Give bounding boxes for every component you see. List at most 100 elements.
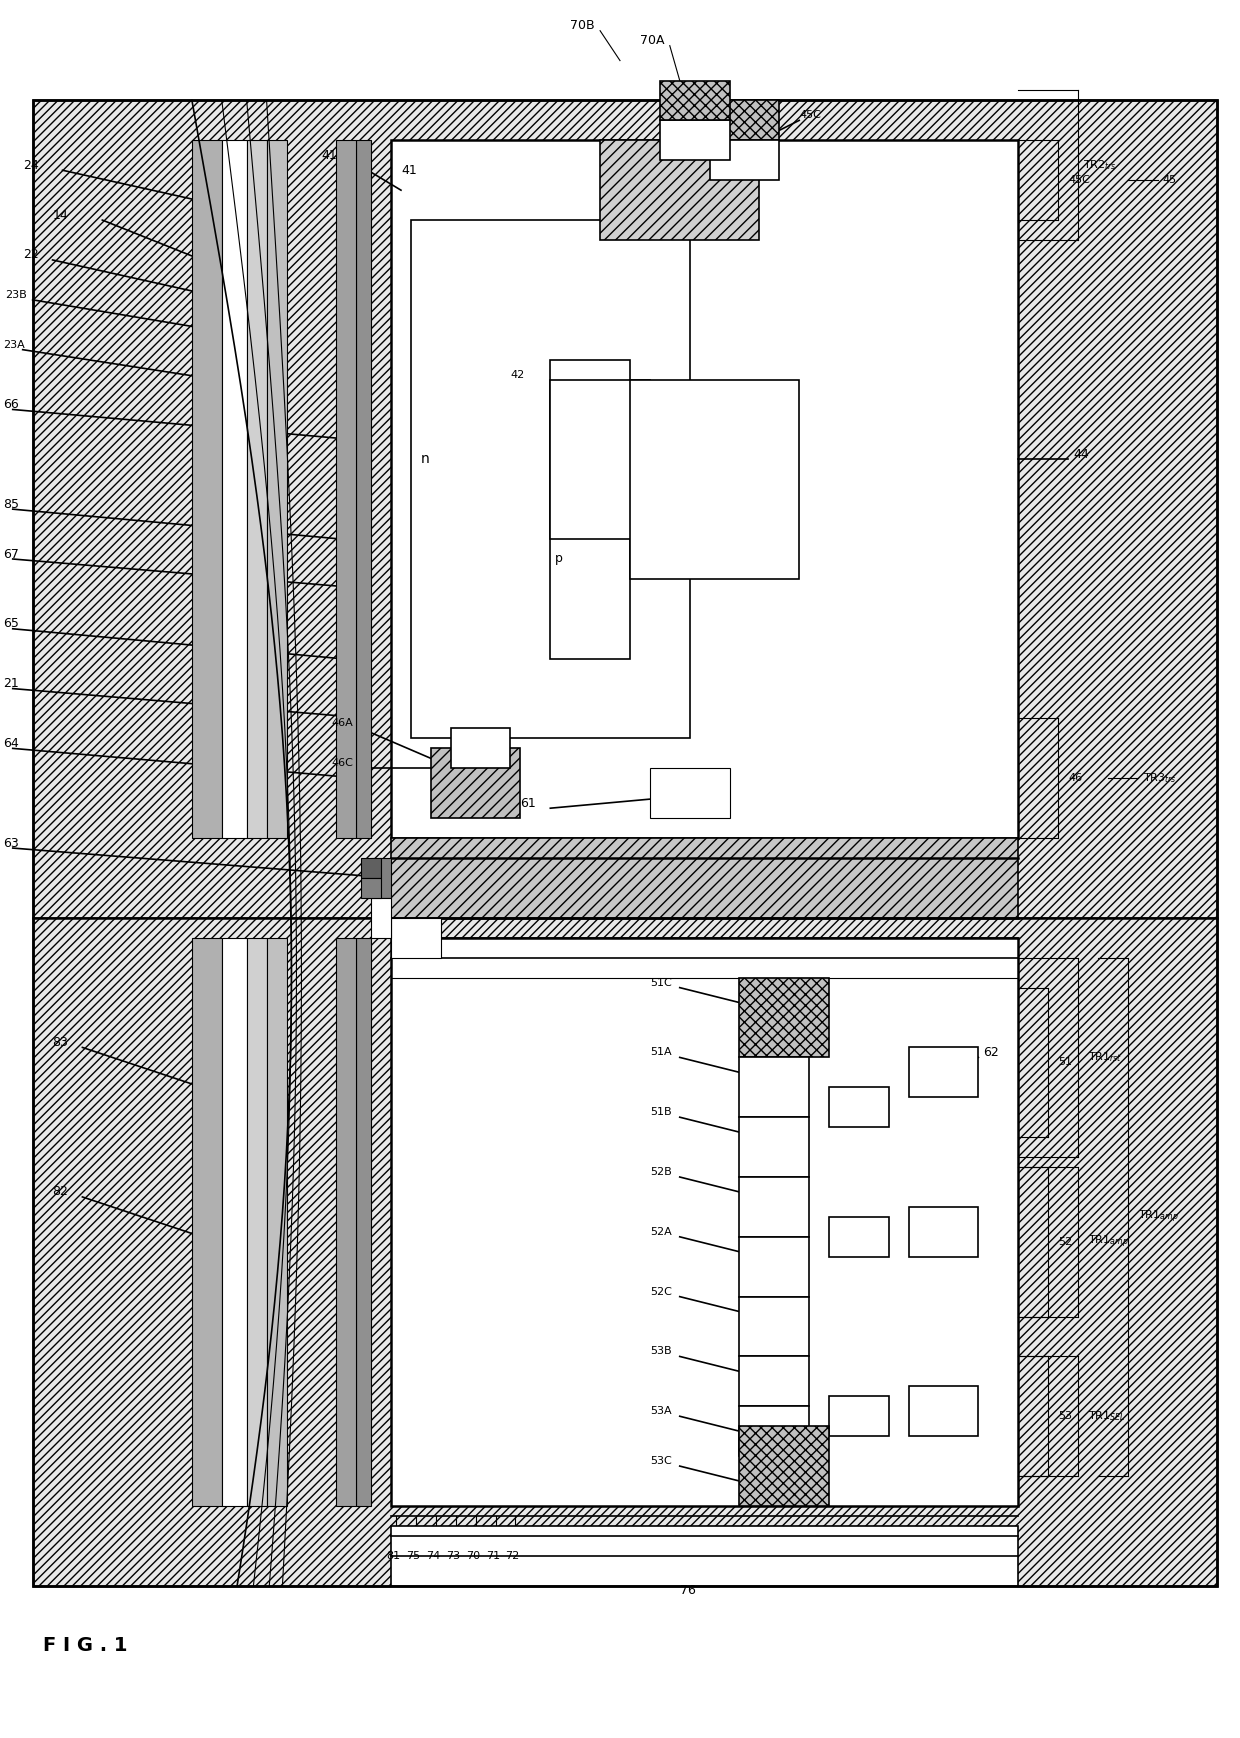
Text: 51: 51: [1058, 1057, 1073, 1067]
Text: 75: 75: [405, 1550, 420, 1561]
Text: p: p: [556, 553, 563, 565]
Text: 82: 82: [52, 1185, 68, 1199]
Text: 24: 24: [22, 158, 38, 172]
Text: TR1$_{rst}$: TR1$_{rst}$: [1087, 1050, 1122, 1064]
Text: 42: 42: [560, 395, 574, 405]
Text: +: +: [719, 155, 728, 165]
Text: 63: 63: [2, 836, 19, 850]
Text: 76: 76: [680, 1583, 696, 1597]
Text: 46: 46: [1068, 773, 1083, 784]
Text: TR1$_{amp}$: TR1$_{amp}$: [1137, 1208, 1178, 1225]
Text: 65: 65: [2, 617, 19, 631]
Bar: [32, 918, 1218, 1585]
Text: 51A: 51A: [650, 1048, 672, 1057]
Bar: [709, 101, 779, 141]
Text: 44: 44: [1073, 448, 1089, 461]
Bar: [391, 918, 440, 958]
Bar: [361, 859, 381, 878]
Bar: [739, 1356, 810, 1406]
Text: 51C: 51C: [650, 978, 672, 987]
Bar: [32, 101, 1218, 1585]
Text: 67: 67: [2, 547, 19, 561]
Bar: [600, 141, 759, 240]
Text: 22: 22: [22, 249, 38, 261]
Bar: [909, 1206, 978, 1257]
Text: p$^+$: p$^+$: [560, 431, 577, 448]
Text: 81: 81: [386, 1550, 401, 1561]
Text: n$^+$: n$^+$: [749, 1081, 765, 1093]
Text: 70: 70: [466, 1550, 480, 1561]
Text: +: +: [839, 1102, 847, 1112]
Bar: [709, 141, 779, 181]
Bar: [222, 141, 247, 838]
Bar: [650, 768, 729, 819]
Bar: [660, 80, 729, 120]
Text: 71: 71: [486, 1550, 500, 1561]
Text: 41: 41: [321, 149, 337, 162]
Bar: [739, 1118, 810, 1177]
Text: 52B: 52B: [650, 1166, 672, 1177]
Text: 41: 41: [401, 163, 417, 177]
Text: 52A: 52A: [650, 1227, 672, 1237]
Bar: [551, 360, 630, 659]
Text: n$^+$: n$^+$: [749, 1140, 765, 1154]
Text: n$^+$: n$^+$: [749, 1319, 765, 1333]
Text: 53: 53: [1058, 1411, 1073, 1422]
Text: 46A: 46A: [331, 718, 353, 728]
Text: 45: 45: [1163, 176, 1177, 186]
Bar: [739, 978, 830, 1057]
Bar: [630, 379, 800, 579]
Text: 52C: 52C: [650, 1286, 672, 1297]
Bar: [909, 1048, 978, 1097]
Bar: [391, 1526, 1018, 1585]
Text: n: n: [420, 452, 429, 466]
Text: +: +: [839, 1411, 847, 1422]
Bar: [830, 1396, 889, 1436]
Text: +: +: [839, 1232, 847, 1243]
Text: +: +: [675, 136, 684, 146]
Text: F I G . 1: F I G . 1: [42, 1635, 126, 1655]
Bar: [391, 939, 1018, 1505]
Text: 85: 85: [2, 497, 19, 511]
Bar: [247, 141, 267, 838]
Bar: [391, 141, 1018, 838]
Text: 23A: 23A: [2, 339, 25, 349]
Text: 43: 43: [600, 400, 614, 410]
Bar: [371, 859, 391, 899]
Bar: [192, 141, 222, 838]
Text: 53A: 53A: [650, 1406, 672, 1416]
Text: 51B: 51B: [650, 1107, 672, 1118]
Text: 64: 64: [2, 737, 19, 749]
Text: 23B: 23B: [5, 290, 26, 301]
Text: 52: 52: [1058, 1237, 1073, 1246]
Bar: [739, 1177, 810, 1237]
Text: 21: 21: [2, 678, 19, 690]
Text: 61: 61: [521, 796, 536, 810]
Bar: [356, 141, 371, 838]
Bar: [739, 1406, 810, 1456]
Bar: [660, 120, 729, 160]
Text: TR1$_{SEL}$: TR1$_{SEL}$: [1087, 1410, 1126, 1423]
Bar: [222, 939, 247, 1505]
Bar: [830, 1088, 889, 1128]
Bar: [391, 838, 1018, 918]
Bar: [830, 1217, 889, 1257]
Text: TR2$_{trs}$: TR2$_{trs}$: [1083, 158, 1117, 172]
Text: n$^+$: n$^+$: [749, 1201, 765, 1213]
Text: 70B: 70B: [570, 19, 595, 33]
Bar: [739, 1297, 810, 1356]
Text: 45C: 45C: [800, 111, 821, 120]
Text: +: +: [461, 744, 469, 753]
Text: 73: 73: [446, 1550, 460, 1561]
Bar: [192, 939, 222, 1505]
Text: TR3$_{trs}$: TR3$_{trs}$: [1142, 772, 1177, 786]
Bar: [451, 728, 511, 768]
Bar: [336, 141, 356, 838]
Bar: [247, 939, 267, 1505]
Bar: [336, 939, 356, 1505]
Bar: [361, 878, 381, 899]
Text: 45C: 45C: [1068, 176, 1090, 186]
Text: n$^+$: n$^+$: [749, 1375, 765, 1389]
Bar: [32, 101, 1218, 918]
Bar: [410, 221, 689, 739]
